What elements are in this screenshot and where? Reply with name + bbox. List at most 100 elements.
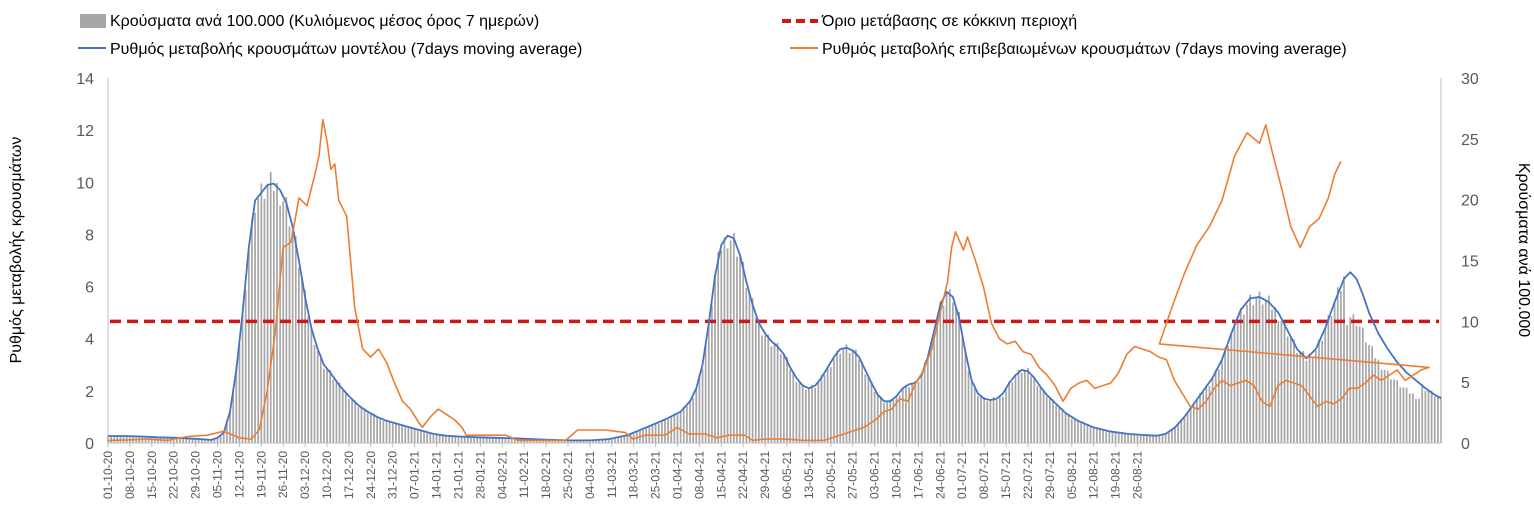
bar <box>316 350 319 443</box>
bar <box>657 423 660 443</box>
x-tick-label: 25-02-21 <box>561 451 575 499</box>
bar <box>1221 360 1223 443</box>
bar <box>723 237 726 443</box>
bar <box>1114 432 1117 443</box>
bar <box>958 311 960 443</box>
bar <box>504 438 507 443</box>
bar <box>955 306 957 443</box>
confirmed-series <box>107 118 1430 442</box>
bar <box>470 437 472 443</box>
bar <box>319 354 322 443</box>
bar <box>1402 387 1405 443</box>
bar <box>1214 369 1217 443</box>
bar <box>1321 340 1323 443</box>
y-left-tick: 2 <box>85 384 94 401</box>
bar <box>410 428 413 443</box>
bar <box>870 381 873 443</box>
bar <box>466 436 469 443</box>
bar <box>1424 391 1427 443</box>
x-tick-label: 19-08-21 <box>1109 451 1123 499</box>
bar <box>732 233 735 443</box>
bar <box>792 371 795 443</box>
x-tick-label: 07-01-21 <box>408 451 422 499</box>
bar <box>1230 333 1233 443</box>
bar <box>926 359 929 443</box>
bar <box>354 401 357 443</box>
bar <box>686 405 688 443</box>
bar <box>463 436 466 443</box>
bar <box>905 384 907 443</box>
x-tick-label: 12-11-20 <box>232 451 246 498</box>
y-left-tick: 12 <box>76 123 94 140</box>
bar <box>1070 418 1073 443</box>
bar <box>1396 380 1399 443</box>
bar <box>1177 424 1180 443</box>
bar <box>426 432 429 443</box>
bar <box>1011 382 1014 443</box>
bar <box>961 337 964 443</box>
x-tick-label: 18-02-21 <box>539 451 553 499</box>
bar <box>1374 358 1377 443</box>
bar <box>420 430 422 443</box>
bar <box>348 398 350 443</box>
x-tick-label: 06-05-21 <box>780 451 794 499</box>
bar <box>451 436 454 443</box>
bar <box>1333 301 1336 443</box>
bar <box>1017 370 1020 443</box>
bar <box>229 412 231 443</box>
bar <box>1083 423 1086 443</box>
x-tick-label: 29-10-20 <box>189 451 203 499</box>
bar <box>1243 314 1245 443</box>
bar <box>1286 336 1289 443</box>
bar <box>876 395 879 443</box>
bar <box>983 397 986 443</box>
bar <box>423 430 425 443</box>
bar <box>1314 350 1317 443</box>
bar <box>1099 429 1101 443</box>
bar <box>326 369 328 443</box>
bar <box>304 290 306 443</box>
bar <box>1352 314 1355 443</box>
y-left-tick: 6 <box>85 280 94 297</box>
x-tick-label: 15-07-21 <box>999 451 1013 499</box>
y-right-tick: 10 <box>1461 314 1479 331</box>
bar <box>1092 427 1095 443</box>
bar <box>948 288 951 443</box>
bar <box>895 395 898 443</box>
bar <box>1393 379 1395 443</box>
model-series <box>108 182 1442 442</box>
bar <box>376 417 378 443</box>
bar <box>1033 376 1036 443</box>
bar <box>1336 287 1339 443</box>
bar <box>201 439 203 443</box>
bar <box>614 437 616 443</box>
bar <box>977 395 979 443</box>
bar <box>795 381 798 443</box>
bar <box>388 421 391 443</box>
bar <box>945 292 948 443</box>
bar <box>1171 429 1173 443</box>
bar <box>457 436 460 443</box>
bar <box>742 261 745 443</box>
bar <box>930 342 932 443</box>
bar <box>1058 406 1061 443</box>
bar <box>1377 359 1380 443</box>
bar <box>914 380 917 443</box>
x-tick-label: 05-08-21 <box>1065 451 1079 499</box>
bar <box>1258 291 1261 443</box>
bar <box>210 440 213 443</box>
bar <box>379 417 382 443</box>
bar <box>385 421 388 443</box>
bar <box>848 352 851 443</box>
bar <box>776 342 779 443</box>
bar <box>951 302 954 443</box>
bar <box>917 381 920 443</box>
bar <box>654 423 657 443</box>
bar <box>567 440 569 443</box>
x-tick-label: 20-05-21 <box>824 451 838 499</box>
bar <box>626 435 629 443</box>
bar <box>538 439 541 443</box>
bar <box>441 434 444 443</box>
bar <box>1217 369 1220 443</box>
